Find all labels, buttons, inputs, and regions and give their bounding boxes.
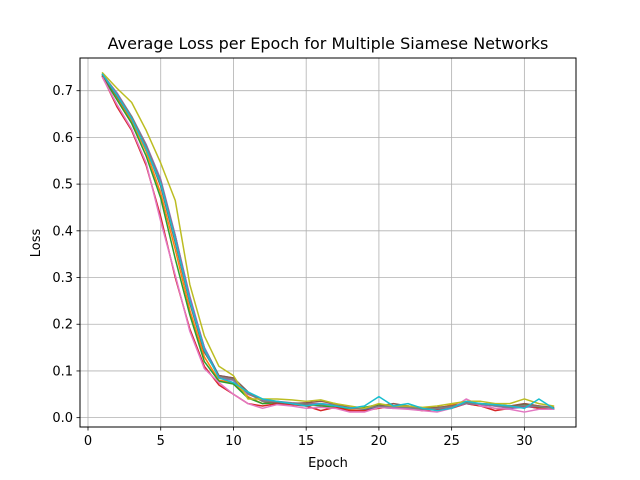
- series-line-10: [101, 73, 555, 412]
- x-tick-label: 5: [157, 434, 165, 449]
- x-tick-label: 30: [516, 434, 533, 449]
- y-tick-label: 0.4: [52, 224, 73, 239]
- y-tick-label: 0.7: [52, 84, 73, 99]
- chart-title: Average Loss per Epoch for Multiple Siam…: [108, 34, 549, 53]
- plot-frame: [79, 57, 577, 428]
- x-axis-ticks: 0 5 10 15 20 25 30: [84, 427, 533, 449]
- x-tick-label: 10: [225, 434, 242, 449]
- y-axis-label: Loss: [29, 229, 44, 258]
- y-tick-label: 0.1: [52, 364, 73, 379]
- series-line-9: [101, 71, 555, 410]
- y-tick-label: 0.5: [52, 178, 73, 193]
- x-tick-label: 25: [443, 434, 460, 449]
- y-axis-ticks: 0.0 0.1 0.2 0.3 0.4 0.5 0.6 0.7: [52, 84, 80, 426]
- y-tick-label: 0.0: [52, 411, 73, 426]
- series-lines: [101, 71, 555, 413]
- grid-lines: [80, 58, 576, 427]
- x-tick-label: 15: [298, 434, 315, 449]
- x-tick-label: 20: [371, 434, 388, 449]
- series-line-7: [101, 76, 555, 413]
- x-tick-label: 0: [84, 434, 92, 449]
- y-tick-label: 0.6: [52, 131, 73, 146]
- y-tick-label: 0.3: [52, 271, 73, 286]
- x-axis-label: Epoch: [308, 456, 348, 471]
- y-tick-label: 0.2: [52, 318, 73, 333]
